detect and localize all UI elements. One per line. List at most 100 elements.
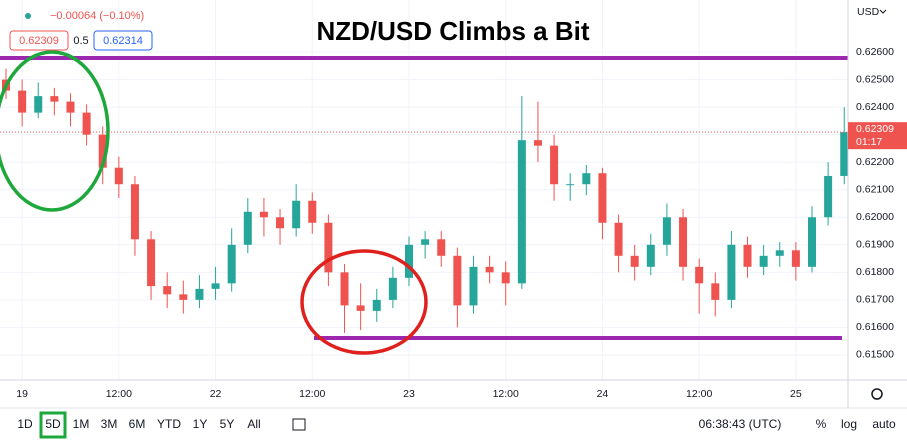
x-tick-label: 24 [597,388,609,400]
candle-body [743,244,752,267]
last-price-label: 0.62309 [856,123,894,135]
candle-body [34,96,43,113]
candle-body [405,244,413,278]
candle-body [292,200,301,229]
y-tick-label: 0.61800 [856,266,894,278]
candle-body [630,255,639,267]
x-tick-label: 12:00 [493,388,519,400]
y-tick-label: 0.61700 [856,294,894,306]
range-button[interactable]: YTD [157,417,181,431]
candle-body [517,140,526,284]
candle-body [695,266,704,284]
candle-body [550,145,559,185]
change: −0.00064 (−0.10%) [50,10,144,22]
candle-body [211,283,220,289]
candle-body [147,239,156,287]
selected-range [39,411,67,439]
candle-body [711,283,720,300]
candle-body [388,277,397,300]
candle-body [18,90,27,113]
candle-body [533,140,542,146]
bid: 0.62309 [19,35,59,47]
highlight-ellipse [300,249,428,355]
y-tick-label: 0.61900 [856,239,894,251]
candle-body [276,217,285,229]
y-tick-label: 0.61600 [856,321,894,333]
y-tick-label: 0.62200 [856,156,894,168]
candle-body [679,217,688,267]
percent-toggle[interactable]: % [816,417,827,431]
x-tick-label: 22 [210,388,222,400]
x-tick-label: 12:00 [686,388,712,400]
log-toggle[interactable]: log [841,417,857,431]
countdown: 01:17 [856,136,882,148]
chart-title: NZD/USD Climbs a Bit [316,16,589,46]
candle-body [114,167,123,185]
clock: 06:38:43 (UTC) [699,417,782,431]
candle-body [66,101,75,113]
candle-body [324,222,333,273]
candle-body [453,255,462,306]
candle-body [340,272,349,306]
x-tick-label: 12:00 [106,388,132,400]
range-button[interactable]: All [247,417,260,431]
range-button[interactable]: 3M [101,417,118,431]
candle-body [775,250,784,256]
candle-body [308,200,317,223]
highlight-ellipse [0,50,110,212]
candle-body [485,266,494,273]
candle-body [98,134,107,168]
y-tick-label: 0.62400 [856,101,894,113]
candle-body [50,96,59,102]
y-tick-label: 0.62100 [856,184,894,196]
candle-body [227,244,236,284]
candle-body [421,239,430,245]
candle-body [130,184,139,240]
candle-body [179,294,188,300]
x-tick-label: 25 [790,388,802,400]
candle-body [727,244,736,300]
candle-body [566,184,575,186]
calendar-icon[interactable] [292,418,306,431]
x-tick-label: 19 [16,388,28,400]
ask-box[interactable] [93,30,153,51]
bid-box[interactable] [9,30,69,51]
y-tick-label: 0.62500 [856,73,894,85]
candle-body [82,112,91,135]
candle-body [372,299,381,311]
range-button[interactable]: 1D [17,417,33,431]
range-button[interactable]: 1M [73,417,90,431]
candle-body [259,211,268,218]
settings-icon[interactable] [871,388,883,400]
ask: 0.62314 [103,35,143,47]
candle-body [808,217,816,267]
candle-body [469,266,478,306]
candle-body [791,250,800,267]
range-button[interactable]: 1Y [193,417,208,431]
candle-body [582,173,591,185]
candle-body [614,222,623,256]
y-tick-label: 0.61500 [856,349,894,361]
candle-body [501,272,510,284]
candle-body [437,239,446,256]
candle-body [163,286,172,295]
candle-body [598,173,607,223]
status-dot [25,13,31,19]
spread: 0.5 [73,35,88,47]
last-price-box [848,122,907,150]
x-tick-label: 23 [403,388,415,400]
candle-body [824,175,833,218]
candle-body [195,288,204,300]
y-tick-label: 0.62000 [856,211,894,223]
currency[interactable]: USD [857,6,880,18]
x-tick-label: 12:00 [299,388,325,400]
dropdown-icon [879,9,887,14]
candle-body [243,211,252,245]
range-button[interactable]: 5D [45,417,61,431]
candle-body [662,217,671,245]
range-button[interactable]: 5Y [220,417,235,431]
auto-toggle[interactable]: auto [872,417,896,431]
range-button[interactable]: 6M [129,417,146,431]
